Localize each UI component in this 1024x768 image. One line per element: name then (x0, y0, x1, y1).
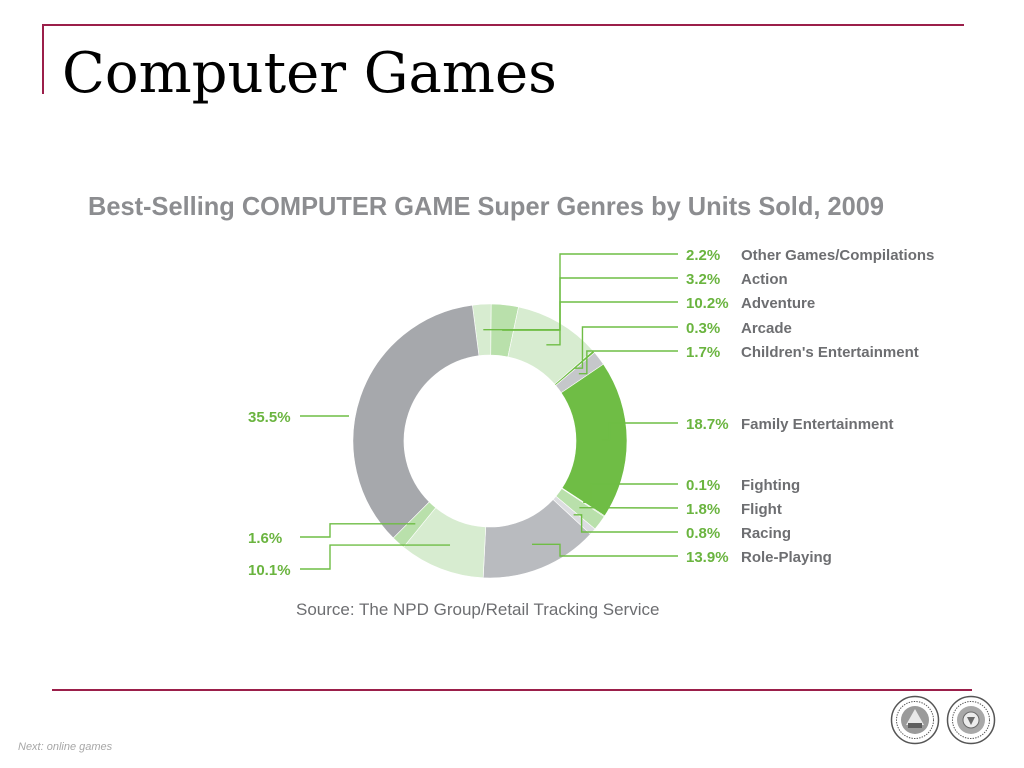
category-label-children-s-entertainment: Children's Entertainment (741, 344, 919, 361)
value-label-arcade: 0.3% (686, 320, 720, 337)
bottom-rule (52, 689, 972, 691)
value-label-flight: 1.8% (686, 501, 720, 518)
leader-role-playing (532, 543, 678, 557)
leader-fighting (583, 483, 678, 503)
labels-layer: 2.2% Other Games/Compilations 3.2% Action 10… (0, 247, 934, 579)
value-label-strategy: 35.5% (248, 409, 291, 426)
leader-sport-games (300, 523, 416, 538)
leader-arcade (574, 326, 678, 369)
leader-family-entertainment (601, 422, 678, 441)
value-label-family-entertainment: 18.7% (686, 416, 729, 433)
top-rule (42, 24, 964, 26)
value-label-racing: 0.8% (686, 525, 720, 542)
chart-source: Source: The NPD Group/Retail Tracking Se… (296, 600, 659, 619)
value-label-adventure: 10.2% (686, 295, 729, 312)
category-label-action: Action (741, 271, 788, 288)
university-seal-left-logo (890, 695, 940, 745)
value-label-other-games-compilations: 2.2% (686, 247, 720, 264)
category-label-adventure: Adventure (741, 295, 815, 312)
slices-layer (352, 303, 628, 579)
category-label-flight: Flight (741, 501, 782, 518)
leader-lines-layer (300, 253, 679, 570)
category-label-fighting: Fighting (741, 477, 800, 494)
leader-children-s-entertainment (578, 350, 678, 375)
leader-adventure (546, 301, 678, 346)
value-label-sport-games: 1.6% (248, 530, 282, 547)
university-seal-right-logo (946, 695, 996, 745)
chart-title: Best-Selling COMPUTER GAME Super Genres … (88, 191, 884, 221)
slide-title: Computer Games (62, 41, 557, 106)
category-label-strategy: Strategy (0, 409, 1, 426)
leader-racing (573, 514, 678, 533)
category-label-family-entertainment: Family Entertainment (741, 416, 894, 433)
value-label-children-s-entertainment: 1.7% (686, 344, 720, 361)
value-label-role-playing: 13.9% (686, 549, 729, 566)
top-rule-tick (42, 24, 44, 94)
slice-strategy (352, 304, 480, 539)
category-label-arcade: Arcade (741, 320, 792, 337)
category-label-role-playing: Role-Playing (741, 549, 832, 566)
value-label-action: 3.2% (686, 271, 720, 288)
leader-shooter (300, 544, 451, 570)
category-label-racing: Racing (741, 525, 791, 542)
footer-note: Next: online games (18, 741, 113, 753)
value-label-fighting: 0.1% (686, 477, 720, 494)
slice-family-entertainment (560, 363, 628, 517)
value-label-shooter: 10.1% (248, 562, 291, 579)
category-label-other-games-compilations: Other Games/Compilations (741, 247, 934, 264)
